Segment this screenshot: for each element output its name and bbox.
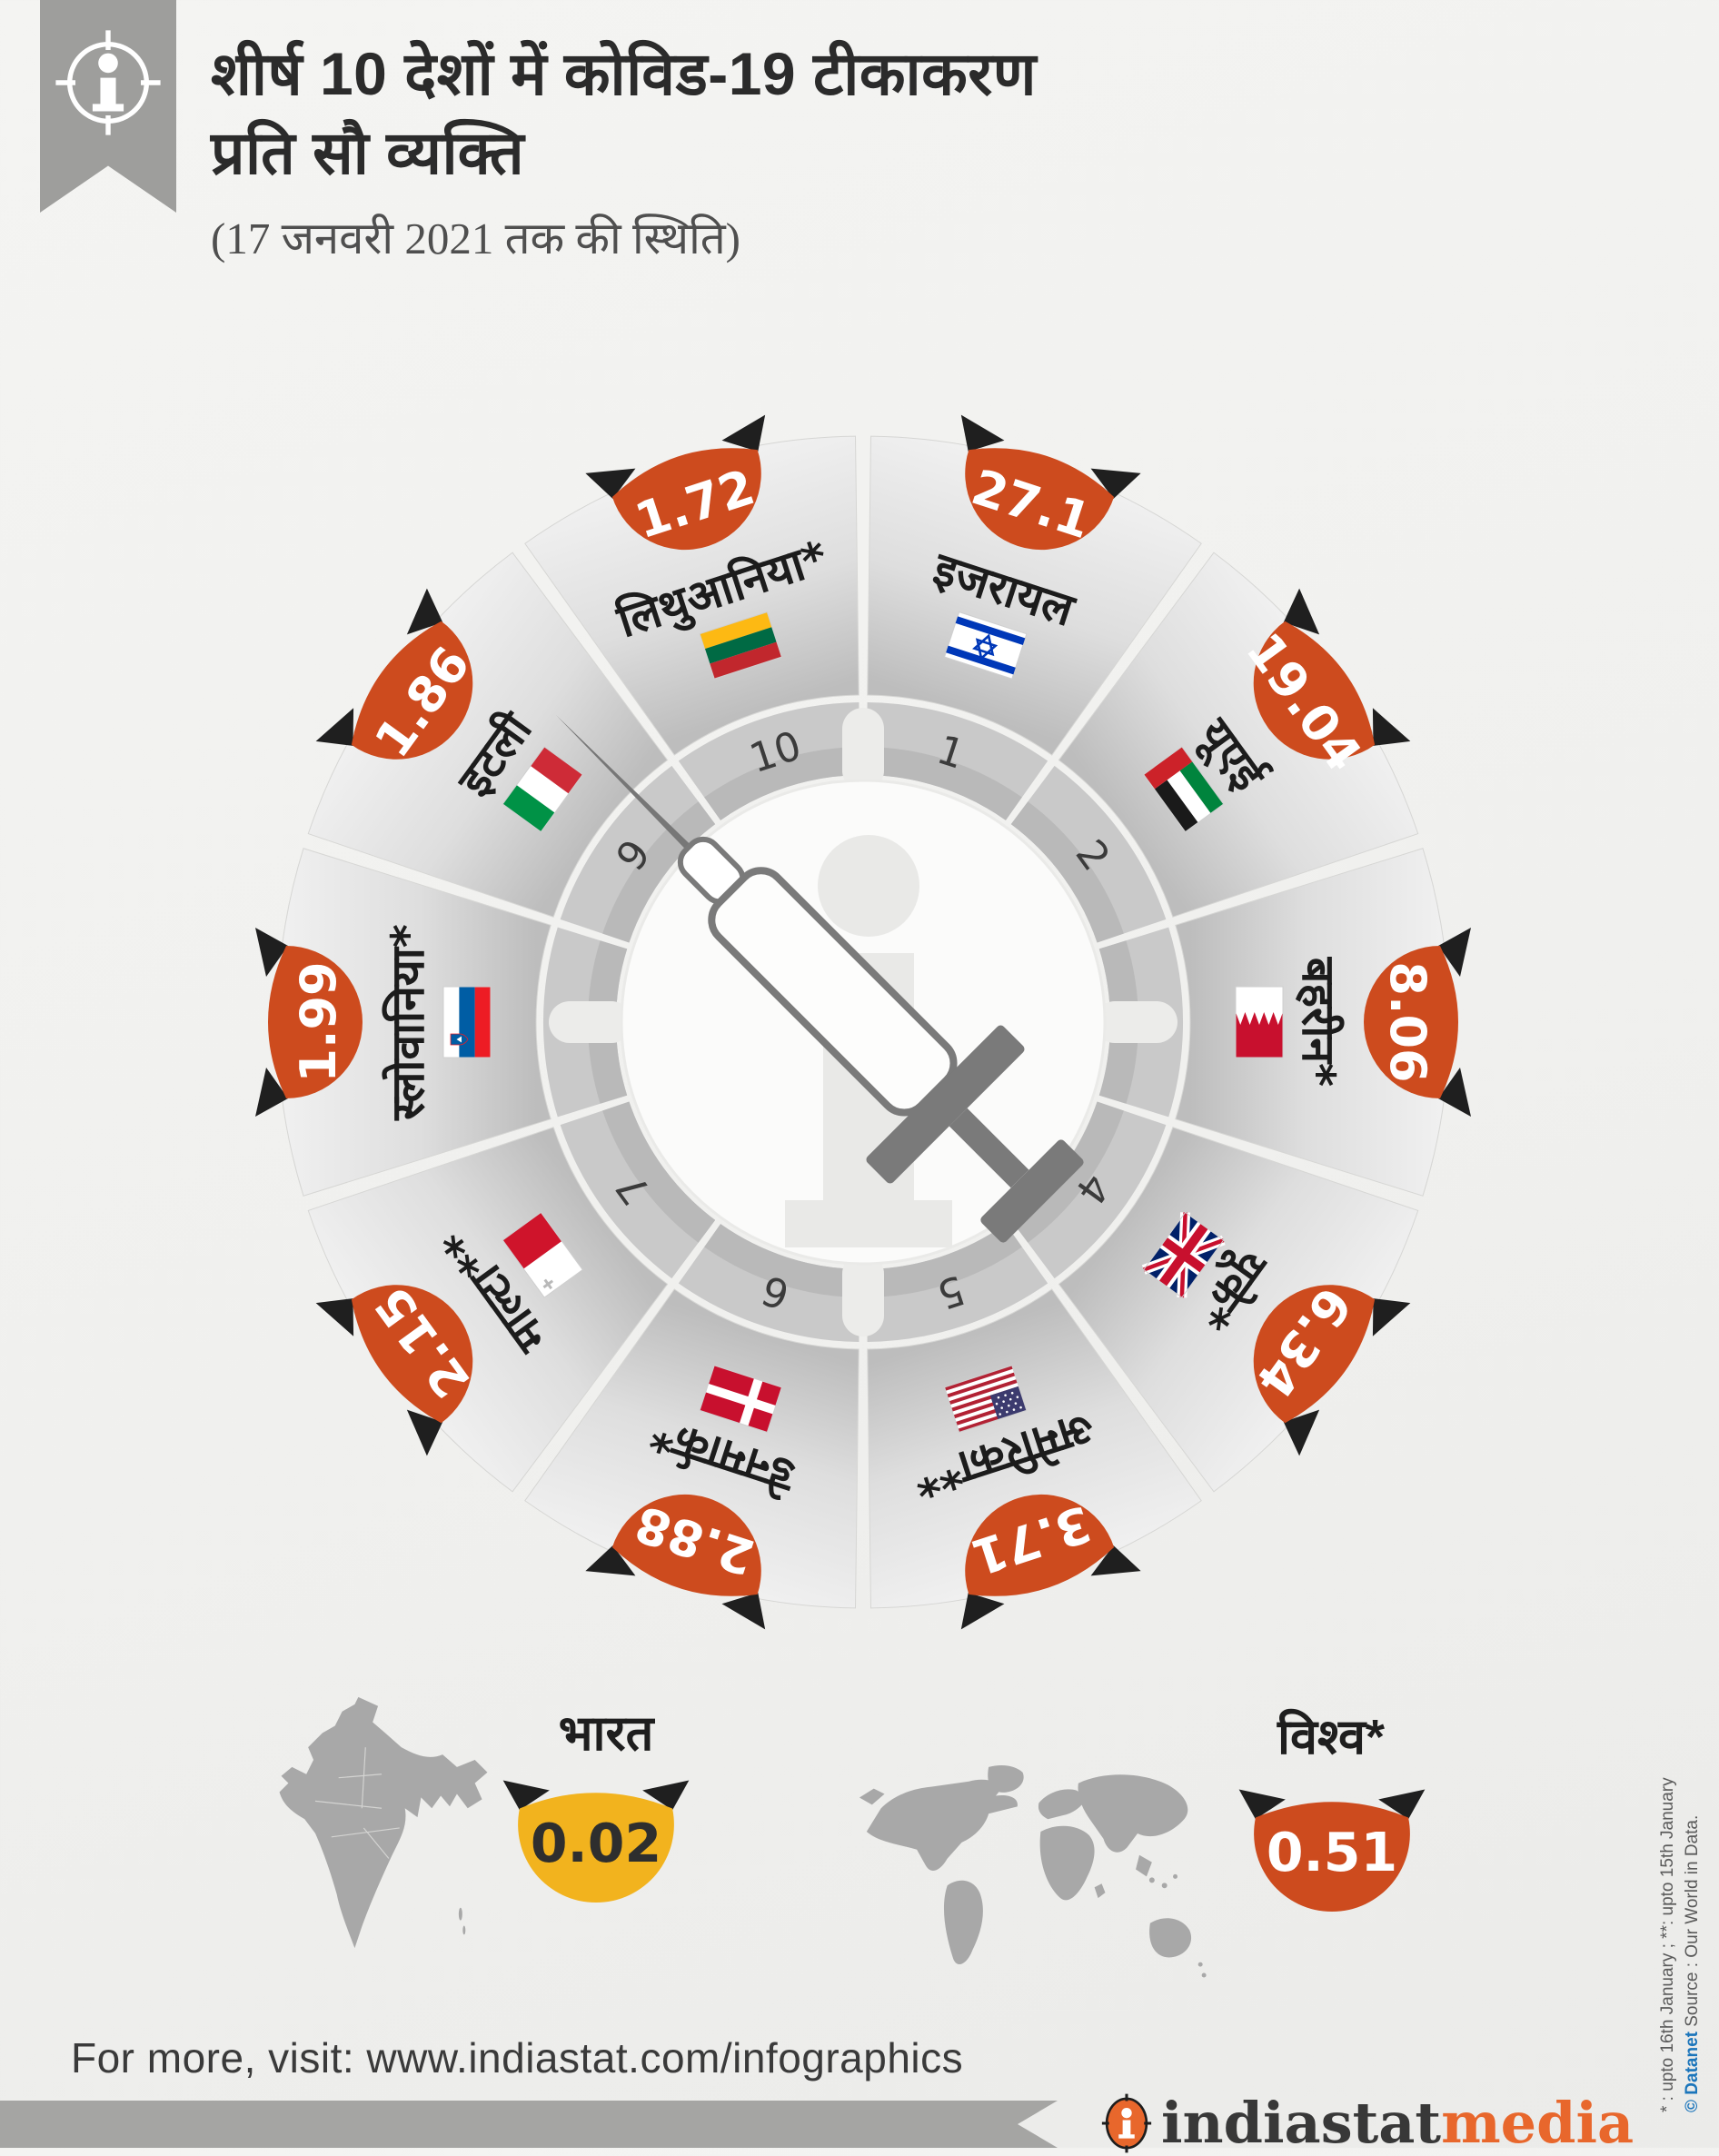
malta-flag-icon: [502, 1211, 583, 1298]
value-badge-text: 8.06: [1379, 961, 1436, 1082]
logo-brand: indiastat: [1161, 2090, 1442, 2156]
segment-ring-band-inner: [704, 747, 860, 820]
logo-wordmark: indiastatmedia: [1161, 2095, 1634, 2151]
world-map: [859, 1764, 1207, 1978]
footer-banner-ribbon: [0, 2101, 1058, 2148]
segment-ring-band: [1010, 1101, 1167, 1279]
segment-ring-band: [560, 765, 716, 943]
brand-ribbon: [40, 0, 176, 213]
source-text: Source : Our World in Data.: [1683, 1814, 1702, 2032]
segment-ring-band: [560, 1101, 716, 1279]
segment-wedge: [524, 435, 860, 756]
source-line: © Datanet Source : Our World in Data.: [1680, 1749, 1704, 2112]
source-brand: © Datanet: [1683, 2032, 1702, 2112]
page-title: शीर्ष 10 देशों में कोविड-19 टीकाकरण प्रत…: [211, 35, 1210, 193]
value-badge: 8.06: [1364, 928, 1471, 1117]
value-badge: 27.1: [960, 414, 1141, 550]
segment-wedge: [276, 848, 551, 1197]
bahrain-flag-icon: [1235, 986, 1284, 1058]
segment-ring-band-inner: [602, 1101, 716, 1243]
uk-flag-icon: [1141, 1211, 1226, 1298]
segment-ring-band-inner: [866, 1224, 1022, 1297]
title-line-2: प्रति सौ व्यक्ति: [211, 119, 525, 187]
footnote-line: * : upto 16th January ; **: upto 15th Ja…: [1658, 1777, 1677, 2112]
segment-ring-band-inner: [704, 1224, 860, 1297]
segment-ring-band-inner: [1010, 801, 1124, 943]
india-map: [279, 1696, 488, 1949]
country-label: स्लोवानिया*: [382, 924, 434, 1121]
wheel-segment-uk: 4यूके*6.34: [1010, 1101, 1419, 1493]
wheel-segment-bahrain: 3बहरीन*8.06: [1098, 848, 1471, 1197]
value-badge: 1.99: [255, 928, 363, 1117]
indiastat-media-logo: indiastatmedia: [1101, 2091, 1634, 2155]
info-target-icon: [55, 30, 161, 135]
indiastat-i-target-icon: [1101, 2093, 1152, 2153]
value-badge: 2.88: [585, 1495, 766, 1630]
usa-flag-icon: [943, 1365, 1028, 1434]
segment-ring-band: [1010, 765, 1167, 943]
segment-wedge: [867, 1288, 1202, 1609]
segment-wedge: [307, 1127, 669, 1493]
segment-wedge: [1058, 1127, 1419, 1493]
country-label: बहरीन*: [1292, 957, 1345, 1087]
italy-flag-icon: [502, 746, 583, 833]
title-line-1: शीर्ष 10 देशों में कोविड-19 टीकाकरण: [211, 40, 1038, 107]
india-value: 0.02: [531, 1813, 661, 1874]
wheel-cardinal-ticks: [549, 708, 1177, 1336]
wheel-segment-denmark: 6डेनमार्क*2.88: [524, 1224, 860, 1630]
header: शीर्ष 10 देशों में कोविड-19 टीकाकरण प्रत…: [211, 35, 1210, 267]
segment-wedge: [1175, 848, 1450, 1197]
wheel-segment-malta: 7माल्टा**2.15: [307, 1101, 716, 1493]
segment-ring-band-inner: [866, 747, 1022, 820]
source-note: * : upto 16th January ; **: upto 15th Ja…: [1655, 1749, 1704, 2112]
world-label: विश्व*: [1277, 1710, 1385, 1764]
page-subtitle: (17 जनवरी 2021 तक की स्थिति): [211, 214, 741, 264]
world-value: 0.51: [1267, 1822, 1397, 1883]
india-label: भारत: [558, 1706, 654, 1761]
value-badge-text: 1.99: [290, 961, 347, 1082]
value-badge: 3.71: [960, 1495, 1141, 1630]
segment-wedge: [1058, 551, 1419, 918]
segment-wedge: [867, 435, 1202, 756]
uae-flag-icon: [1143, 746, 1225, 833]
segment-ring-band-inner: [602, 801, 716, 943]
wheel-segment-slovenia: 8स्लोवानिया*1.99: [255, 848, 628, 1197]
israel-flag-icon: [943, 611, 1028, 680]
india-value-badge: 0.02: [502, 1780, 690, 1903]
wheel-segments: 1इजरायल27.12यूएई19.043बहरीन*8.064यूके*6.…: [255, 414, 1471, 1630]
lithuania-flag-icon: [699, 611, 783, 680]
segment-wedge: [524, 1288, 860, 1609]
ranking-wheel: 1इजरायल27.12यूएई19.043बहरीन*8.064यूके*6.…: [255, 414, 1471, 1630]
slovenia-flag-icon: [442, 986, 492, 1058]
denmark-flag-icon: [699, 1365, 783, 1434]
syringe-icon: [556, 715, 1084, 1243]
segment-wedge: [307, 551, 669, 918]
world-value-badge: 0.51: [1238, 1789, 1426, 1913]
wheel-segment-usa: 5अमेरिका**3.71: [866, 1224, 1202, 1630]
logo-suffix: media: [1441, 2090, 1635, 2156]
visit-url-text: For more, visit: www.indiastat.com/infog…: [71, 2034, 964, 2081]
wheel-segment-lithuania: 10लिथुआनिया*1.72: [524, 414, 860, 820]
